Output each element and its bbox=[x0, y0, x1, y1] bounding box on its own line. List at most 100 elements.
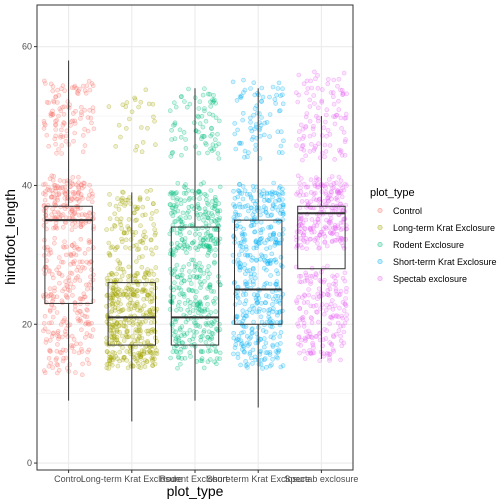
jitter-point bbox=[48, 250, 54, 255]
jitter-point bbox=[333, 226, 339, 231]
jitter-point bbox=[317, 233, 322, 238]
jitter-point bbox=[206, 202, 211, 207]
jitter-point bbox=[244, 247, 249, 252]
jitter-point bbox=[70, 190, 76, 195]
jitter-point bbox=[113, 247, 118, 252]
box-iqr bbox=[44, 205, 93, 304]
jitter-point bbox=[187, 277, 192, 283]
jitter-point bbox=[238, 261, 243, 266]
jitter-point bbox=[336, 77, 342, 82]
jitter-point bbox=[213, 236, 219, 242]
jitter-point bbox=[114, 216, 120, 222]
jitter-point bbox=[332, 225, 338, 230]
jitter-point bbox=[327, 304, 332, 310]
jitter-point bbox=[192, 232, 198, 237]
jitter-point bbox=[62, 88, 67, 93]
jitter-point bbox=[76, 186, 82, 191]
jitter-point bbox=[315, 217, 321, 222]
jitter-point bbox=[212, 241, 218, 246]
jitter-point bbox=[233, 203, 238, 209]
jitter-point bbox=[170, 222, 176, 228]
jitter-point bbox=[51, 99, 57, 105]
jitter-point bbox=[211, 99, 217, 104]
jitter-point bbox=[120, 307, 125, 313]
jitter-point bbox=[62, 245, 67, 250]
jitter-point bbox=[140, 361, 146, 366]
jitter-point bbox=[107, 358, 112, 364]
jitter-point bbox=[78, 341, 83, 347]
jitter-point bbox=[298, 242, 304, 248]
jitter-point bbox=[188, 299, 193, 305]
jitter-point bbox=[201, 365, 207, 371]
jitter-point bbox=[306, 201, 311, 206]
jitter-point bbox=[114, 293, 120, 298]
jitter-point bbox=[130, 292, 136, 298]
jitter-point bbox=[207, 234, 213, 239]
jitter-point bbox=[78, 309, 83, 314]
jitter-point bbox=[138, 352, 143, 358]
jitter-point bbox=[333, 180, 339, 185]
jitter-point bbox=[198, 301, 204, 307]
jitter-point bbox=[69, 227, 75, 232]
jitter-point bbox=[167, 108, 173, 113]
jitter-point bbox=[268, 273, 273, 278]
jitter-point bbox=[144, 350, 150, 355]
jitter-point bbox=[186, 197, 192, 202]
jitter-point bbox=[251, 305, 257, 311]
jitter-point bbox=[123, 292, 129, 297]
jitter-point bbox=[296, 323, 301, 329]
jitter-point bbox=[138, 365, 143, 371]
jitter-point bbox=[170, 195, 176, 201]
jitter-point bbox=[54, 294, 60, 300]
jitter-point bbox=[187, 310, 193, 315]
jitter-point bbox=[250, 310, 255, 315]
jitter-point bbox=[89, 334, 94, 339]
jitter-point bbox=[205, 334, 210, 340]
jitter-point bbox=[145, 339, 150, 344]
jitter-point bbox=[248, 194, 254, 200]
jitter-point bbox=[236, 189, 242, 194]
jitter-point bbox=[244, 313, 249, 319]
jitter-point bbox=[89, 267, 94, 273]
jitter-point bbox=[299, 245, 305, 251]
jitter-point bbox=[298, 343, 304, 348]
jitter-point bbox=[311, 294, 316, 300]
jitter-point bbox=[41, 328, 46, 334]
jitter-point bbox=[49, 173, 55, 179]
jitter-point bbox=[119, 226, 124, 231]
jitter-point bbox=[275, 129, 281, 134]
jitter-point bbox=[189, 257, 194, 263]
jitter-point bbox=[259, 115, 264, 120]
jitter-point bbox=[334, 195, 340, 200]
jitter-point bbox=[182, 198, 188, 204]
jitter-point bbox=[308, 281, 313, 287]
jitter-point bbox=[114, 337, 119, 343]
jitter-point bbox=[74, 244, 80, 250]
jitter-group-1 bbox=[104, 87, 160, 371]
jitter-point bbox=[139, 149, 145, 154]
jitter-point bbox=[211, 93, 216, 98]
jitter-point bbox=[114, 328, 120, 333]
jitter-point bbox=[210, 236, 215, 241]
jitter-point bbox=[326, 282, 332, 288]
jitter-point bbox=[42, 181, 48, 187]
jitter-point bbox=[315, 219, 321, 225]
jitter-point bbox=[186, 287, 191, 292]
jitter-point bbox=[264, 246, 269, 252]
jitter-point bbox=[251, 266, 256, 272]
jitter-point bbox=[258, 314, 264, 320]
jitter-point bbox=[215, 131, 220, 137]
jitter-point bbox=[322, 119, 328, 125]
jitter-point bbox=[304, 199, 310, 204]
jitter-point bbox=[70, 343, 76, 349]
jitter-point bbox=[207, 111, 212, 117]
jitter-point bbox=[121, 354, 127, 360]
jitter-point bbox=[258, 219, 264, 225]
jitter-point bbox=[176, 354, 181, 360]
jitter-point bbox=[43, 212, 49, 218]
jitter-point bbox=[240, 318, 246, 324]
jitter-point bbox=[303, 114, 309, 120]
jitter-point bbox=[234, 314, 240, 320]
jitter-point bbox=[256, 241, 262, 246]
jitter-point bbox=[232, 195, 238, 201]
